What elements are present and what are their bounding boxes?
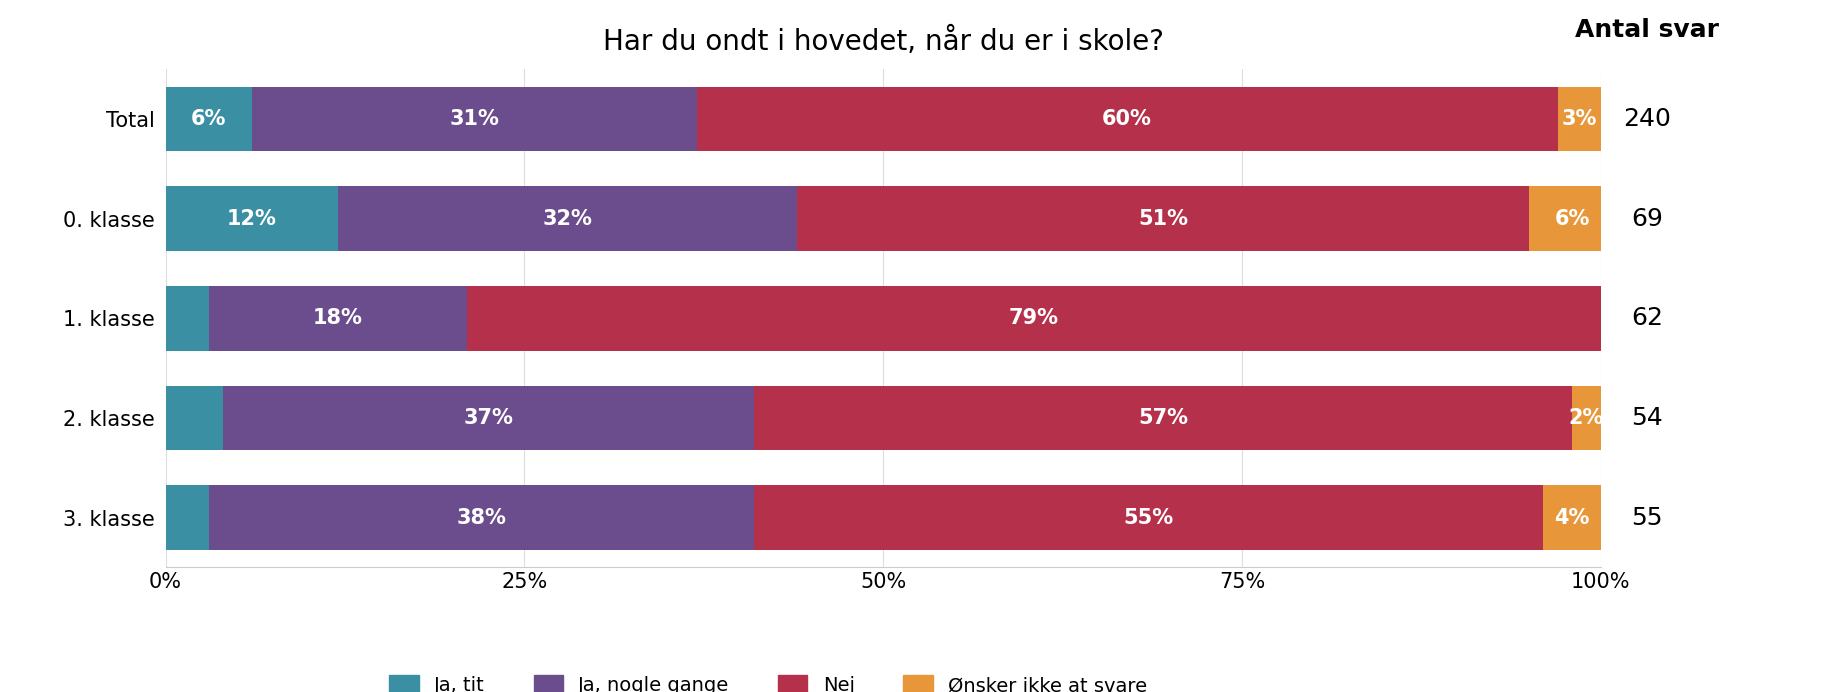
Text: 32%: 32% xyxy=(543,209,592,228)
Bar xyxy=(754,385,1571,450)
Text: 51%: 51% xyxy=(1138,209,1188,228)
Bar xyxy=(208,286,467,351)
Bar xyxy=(1558,86,1600,152)
Bar xyxy=(467,286,1600,351)
Bar xyxy=(1571,385,1600,450)
Bar xyxy=(697,86,1558,152)
Text: 38%: 38% xyxy=(456,508,506,527)
Text: 240: 240 xyxy=(1622,107,1670,131)
Text: 3%: 3% xyxy=(1561,109,1596,129)
Text: 12%: 12% xyxy=(226,209,276,228)
Text: 6%: 6% xyxy=(1554,209,1589,228)
Text: 4%: 4% xyxy=(1554,508,1589,527)
Bar xyxy=(796,186,1528,251)
Bar xyxy=(208,485,754,550)
Text: 2%: 2% xyxy=(1569,408,1604,428)
Bar xyxy=(338,186,796,251)
Text: 57%: 57% xyxy=(1138,408,1188,428)
Title: Har du ondt i hovedet, når du er i skole?: Har du ondt i hovedet, når du er i skole… xyxy=(603,26,1162,56)
Bar xyxy=(166,286,208,351)
Text: 62: 62 xyxy=(1629,307,1662,330)
Text: 6%: 6% xyxy=(191,109,226,129)
Text: 69: 69 xyxy=(1629,207,1662,230)
Bar xyxy=(166,186,338,251)
Text: 55: 55 xyxy=(1629,506,1662,529)
Bar xyxy=(166,485,208,550)
Bar xyxy=(1543,485,1600,550)
Text: 31%: 31% xyxy=(449,109,498,129)
Text: 79%: 79% xyxy=(1008,309,1057,328)
Legend: Ja, tit, Ja, nogle gange, Nej, Ønsker ikke at svare: Ja, tit, Ja, nogle gange, Nej, Ønsker ik… xyxy=(381,667,1155,692)
Text: Antal svar: Antal svar xyxy=(1574,17,1718,42)
Text: 37%: 37% xyxy=(463,408,513,428)
Text: 18%: 18% xyxy=(313,309,362,328)
Text: 54: 54 xyxy=(1629,406,1662,430)
Text: 60%: 60% xyxy=(1102,109,1151,129)
Bar xyxy=(166,86,252,152)
Text: 55%: 55% xyxy=(1124,508,1173,527)
Bar xyxy=(166,385,223,450)
Bar xyxy=(754,485,1543,550)
Bar xyxy=(1528,186,1615,251)
Bar xyxy=(252,86,697,152)
Bar xyxy=(223,385,754,450)
